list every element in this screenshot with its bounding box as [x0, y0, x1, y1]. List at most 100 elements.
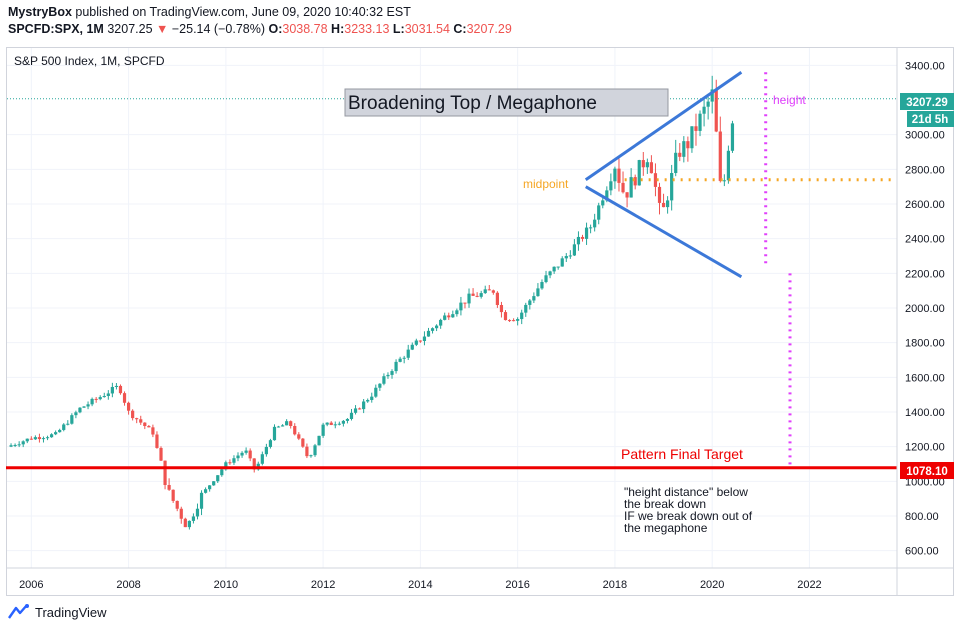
candle-body: [548, 271, 552, 276]
candle-body: [580, 236, 585, 239]
candle-body: [268, 440, 273, 447]
footer-brand[interactable]: TradingView: [8, 604, 107, 620]
candle-body: [682, 141, 686, 157]
note-line-3: IF we break down out of: [624, 509, 753, 523]
candle-body: [175, 500, 179, 509]
candle-body: [544, 275, 548, 283]
candle-body: [406, 349, 410, 358]
candle-body: [232, 458, 236, 463]
x-tick-label: 2022: [797, 579, 821, 591]
close-value: 3207.29: [466, 22, 512, 36]
candle-body: [394, 361, 398, 372]
publish-header: MystryBox published on TradingView.com, …: [8, 4, 512, 38]
x-tick-label: 2020: [700, 579, 724, 591]
tradingview-logo-icon: [8, 604, 29, 619]
candle-body: [637, 160, 641, 186]
y-axis[interactable]: 600.00 800.00 1000.00 1200.00 1400.00 1600.00…: [896, 47, 945, 596]
candle-body: [552, 266, 556, 272]
candle-body: [593, 219, 597, 228]
last-price: 3207.25: [107, 22, 153, 36]
height-label: height: [773, 93, 806, 107]
candle-body: [155, 434, 159, 448]
candle-body: [576, 236, 581, 245]
candle-body: [536, 288, 540, 297]
candle-body: [483, 289, 487, 294]
candle-body: [698, 113, 702, 131]
target-price-tag-text: 1078.10: [906, 466, 948, 478]
candle-body: [617, 168, 621, 183]
candle-body: [499, 305, 504, 313]
candle-body: [264, 446, 268, 455]
candles: [9, 75, 735, 530]
x-axis[interactable]: 2006 2008 2010 2012 2014 2016 2018 2020 2022: [6, 567, 954, 591]
candle-body: [54, 432, 58, 435]
candle-body: [187, 520, 191, 528]
candle-body: [661, 202, 666, 208]
candle-body: [649, 162, 653, 174]
candle-body: [524, 304, 528, 313]
candle-body: [333, 424, 337, 426]
high-value: 3233.13: [344, 22, 390, 36]
candle-body: [609, 181, 613, 191]
pattern-label-box: [344, 88, 669, 117]
open-label: O:: [268, 22, 283, 36]
y-tick-label: 1400.00: [905, 407, 945, 419]
candle-body: [240, 452, 244, 456]
y-tick-label: 2000.00: [905, 303, 945, 315]
y-tick-label: 3400.00: [905, 60, 945, 72]
candle-body: [678, 152, 682, 157]
y-tick-label: 2800.00: [905, 164, 945, 176]
publisher-name[interactable]: MystryBox: [8, 5, 72, 19]
candle-body: [114, 385, 119, 387]
candle-body: [208, 485, 212, 490]
last-price-tag: 3207.29 21d 5h: [900, 93, 954, 127]
candle-body: [126, 402, 131, 411]
candle-body: [487, 289, 491, 291]
candle-body: [106, 393, 110, 396]
candle-body: [447, 315, 451, 318]
y-tick-label: 2600.00: [905, 199, 945, 211]
candle-body: [90, 398, 94, 405]
candle-body: [597, 205, 601, 220]
candle-body: [455, 310, 459, 315]
candle-body: [540, 282, 544, 289]
candle-body: [21, 441, 25, 445]
countdown-tag-text: 21d 5h: [912, 114, 948, 126]
candle-body: [131, 410, 135, 419]
candle-body: [718, 131, 722, 181]
candle-body: [297, 434, 301, 439]
candle-body: [589, 227, 593, 229]
candle-body: [390, 371, 394, 375]
candle-body: [645, 162, 649, 168]
chart-frame[interactable]: [6, 47, 954, 596]
candle-body: [621, 182, 625, 193]
y-tick-label: 1200.00: [905, 442, 945, 454]
levels: [6, 71, 897, 470]
x-tick-label: 2010: [214, 579, 238, 591]
candle-body: [285, 421, 289, 426]
candle-body: [341, 420, 345, 424]
candle-body: [244, 450, 248, 453]
candle-body: [94, 398, 98, 400]
candle-body: [203, 489, 208, 493]
pattern-label: Broadening Top / Megaphone: [348, 93, 597, 114]
candle-body: [329, 422, 333, 425]
candle-body: [29, 438, 33, 440]
candle-body: [13, 444, 17, 446]
lower-trendline: [584, 185, 743, 279]
candle-body: [191, 516, 196, 521]
candle-body: [98, 397, 102, 400]
candle-body: [706, 101, 710, 107]
chart-title: S&P 500 Index, 1M, SPCFD: [14, 54, 165, 68]
candle-body: [252, 458, 256, 470]
candle-body: [479, 293, 483, 297]
y-tick-label: 800.00: [905, 511, 939, 523]
midpoint-label: midpoint: [523, 177, 569, 191]
publish-line: MystryBox published on TradingView.com, …: [8, 4, 512, 21]
x-tick-label: 2014: [408, 579, 432, 591]
candle-body: [601, 200, 605, 206]
candle-body: [82, 406, 86, 408]
candle-body: [714, 89, 718, 132]
x-tick-label: 2012: [311, 579, 335, 591]
